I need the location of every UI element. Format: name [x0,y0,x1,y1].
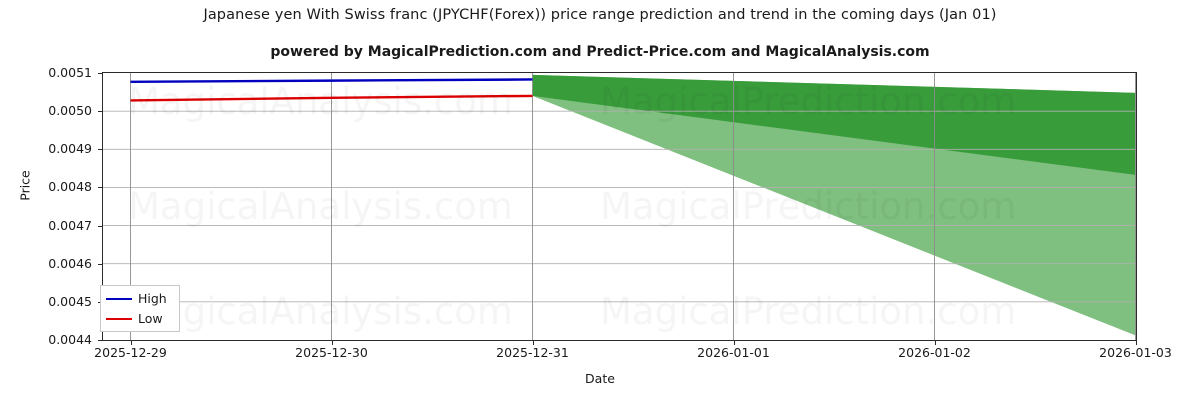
chart-legend: High Low [100,285,180,332]
x-axis-tick-label: 2025-12-31 [496,345,569,360]
y-axis-tick-mark [98,111,102,113]
y-axis-tick-label: 0.0046 [48,255,92,271]
x-axis-tick-mark [733,341,735,345]
x-axis-tick-mark [532,341,534,345]
plot-canvas [103,73,1136,340]
x-axis-title: Date [585,371,615,386]
x-axis-tick-mark [130,341,132,345]
y-axis-tick-mark [98,73,102,74]
y-axis-tick-mark [98,340,102,341]
legend-label-low: Low [138,311,163,326]
series-line-low [130,94,533,102]
y-axis-tick-label: 0.0048 [48,179,92,195]
y-axis-tick-mark [98,225,102,227]
page-title: Japanese yen With Swiss franc (JPYCHF(Fo… [203,7,997,23]
band-inner-range-band [532,74,1136,175]
series-line-high [130,78,533,83]
x-axis-tick-mark [331,341,333,345]
x-axis-tick-label: 2026-01-01 [697,345,770,360]
y-axis-tick-label: 0.0045 [48,293,92,309]
legend-item-high: High [101,289,181,309]
page-subtitle: powered by MagicalPrediction.com and Pre… [270,44,930,60]
x-axis-tick-label: 2026-01-02 [898,345,971,360]
x-axis-tick-label: 2025-12-29 [94,345,167,360]
y-axis-tick-mark [98,187,102,189]
y-axis-tick-mark [98,263,102,265]
legend-swatch-high [106,298,132,301]
legend-item-low: Low [101,309,181,329]
x-axis-tick-mark [1135,341,1137,345]
x-axis-tick-mark [934,341,936,345]
x-axis-tick-label: 2025-12-30 [295,345,368,360]
y-axis-tick-label: 0.0049 [48,141,92,157]
plot-area [102,72,1137,341]
y-axis-tick-mark [98,149,102,151]
y-axis-tick-label: 0.0044 [48,332,92,347]
legend-swatch-low [106,318,132,321]
x-axis-tick-label: 2026-01-03 [1099,345,1172,360]
y-axis-tick-label: 0.0051 [48,65,92,80]
y-axis-tick-label: 0.0050 [48,103,92,119]
y-axis-tick-label: 0.0047 [48,217,92,233]
legend-label-high: High [138,291,167,306]
